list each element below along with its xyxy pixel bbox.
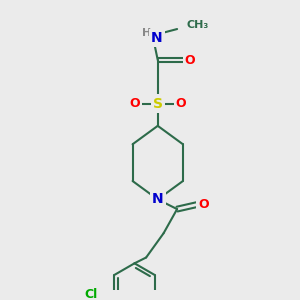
Text: Cl: Cl xyxy=(85,288,98,300)
Text: N: N xyxy=(152,192,164,206)
Text: H: H xyxy=(142,28,152,38)
Text: O: O xyxy=(176,97,186,110)
Text: O: O xyxy=(198,198,208,211)
Text: S: S xyxy=(153,97,163,111)
Text: CH₃: CH₃ xyxy=(187,20,209,30)
Text: O: O xyxy=(184,53,195,67)
Text: N: N xyxy=(151,31,163,45)
Text: O: O xyxy=(129,97,140,110)
